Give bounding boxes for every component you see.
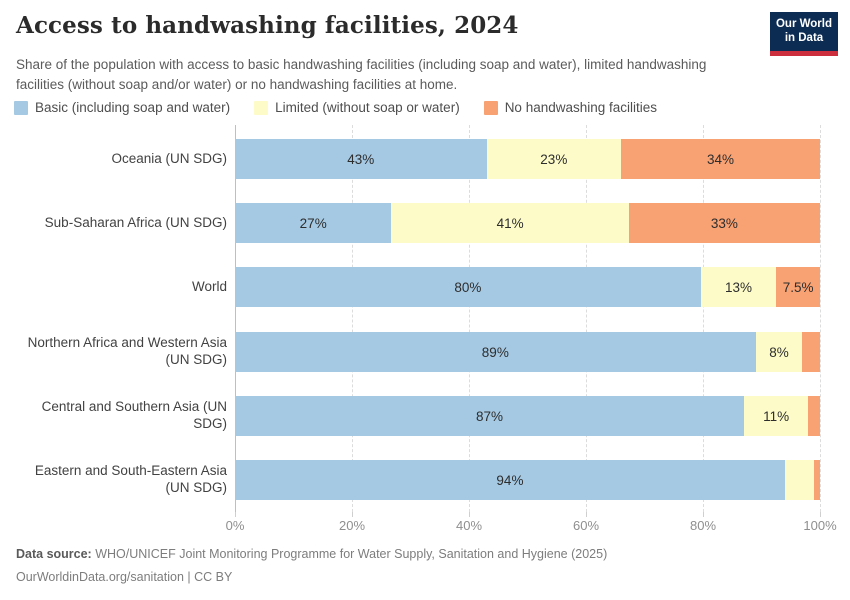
bar-segment[interactable]: 8% [755,332,803,372]
bar-row: 94% [235,460,820,500]
legend-swatch-icon [14,100,28,115]
x-tick-label: 60% [572,518,600,533]
bar-row: 43% 23% 34% [235,139,820,179]
legend-swatch-icon [483,100,498,115]
owid-logo[interactable]: Our World in Data [770,12,838,56]
axis-tick [820,512,821,517]
row-label[interactable]: World [191,278,227,294]
row-label[interactable]: Oceania (UN SDG) [111,150,227,166]
bar-value-label: 11% [763,408,790,424]
bar-value-label: 7.5% [782,279,814,295]
bar-segment[interactable]: 11% [743,396,809,436]
bar-row: 89% 8% [235,332,820,372]
gridline [352,125,353,512]
bar-row: 87% 11% [235,396,820,436]
bar-value-label: 8% [769,344,789,360]
bar-value-label: 80% [454,279,482,295]
stacked-bar-chart: 0% 20% 40% 60% 80% 100% Oceania (UN SDG) 43% 23%… [0,125,850,535]
bar-value-label: 34% [707,151,735,167]
bar-row: 80% 13% 7.5% [235,267,820,307]
legend-label: No handwashing facilities [504,100,658,115]
axis-tick [352,512,353,517]
y-axis-line [235,125,236,512]
bar-value-label: 27% [299,215,327,231]
bar-value-label: 13% [724,279,752,295]
bar-row: 27% 41% 33% [235,203,820,243]
owid-logo-box: Our World in Data [770,12,838,51]
bar-segment[interactable] [814,460,820,500]
row-label[interactable]: Central and Southern Asia (UN SDG) [41,399,227,431]
bar-segment[interactable]: 34% [621,139,820,179]
x-tick-label: 80% [689,518,717,533]
row-label[interactable]: Northern Africa and Western Asia (UN SDG… [27,335,227,367]
bar-segment[interactable]: 27% [235,203,392,243]
legend-item-2[interactable]: Limited (without soap or water) [254,100,460,115]
attribution-line[interactable]: OurWorldinData.org/sanitation | CC BY [16,570,233,585]
chart-footer: Data source: WHO/UNICEF Joint Monitoring… [16,543,607,589]
owid-logo-stripe [770,50,838,56]
gridline [469,125,470,512]
bar-value-label: 41% [496,215,524,231]
bar-value-label: 33% [710,215,738,231]
x-tick-label: 40% [455,518,483,533]
datasource-line: Data source: WHO/UNICEF Joint Monitoring… [16,543,607,566]
legend-item-1[interactable]: Basic (including soap and water) [14,100,230,115]
bar-segment[interactable] [808,396,820,436]
bar-value-label: 43% [347,151,375,167]
owid-logo-line2: in Data [784,31,824,44]
page-title: Access to handwashing facilities, 2024 [16,12,519,39]
x-tick-label: 20% [338,518,366,533]
legend-swatch-icon [254,100,269,115]
axis-tick [703,512,704,517]
bar-segment[interactable] [802,332,820,372]
axis-tick [235,512,236,517]
bar-segment[interactable]: 89% [235,332,756,372]
gridline [820,125,821,512]
gridline [586,125,587,512]
bar-segment[interactable]: 80% [235,267,701,307]
bar-segment[interactable]: 41% [391,203,629,243]
chart-subtitle: Share of the population with access to b… [16,57,707,93]
bar-value-label: 23% [540,151,568,167]
bar-segment[interactable]: 7.5% [776,267,820,307]
row-label[interactable]: Eastern and South-Eastern Asia (UN SDG) [34,463,227,495]
bar-segment[interactable]: 33% [628,203,820,243]
bar-segment[interactable]: 23% [486,139,622,179]
legend-label: Limited (without soap or water) [275,100,460,115]
bar-segment[interactable]: 87% [235,396,744,436]
legend: Basic (including soap and water) Limited … [14,100,681,115]
axis-tick [469,512,470,517]
row-label[interactable]: Sub-Saharan Africa (UN SDG) [44,214,227,230]
datasource-label: Data source: [16,547,92,561]
bar-segment[interactable]: 13% [700,267,777,307]
x-tick-label: 100% [803,518,837,533]
gridline [703,125,704,512]
owid-logo-line1: Our World [775,18,832,30]
x-tick-label: 0% [225,518,245,533]
axis-tick [586,512,587,517]
bar-value-label: 94% [496,472,524,488]
bar-segment[interactable]: 94% [235,460,785,500]
bar-segment[interactable]: 43% [235,139,487,179]
bar-value-label: 87% [475,408,503,424]
legend-label: Basic (including soap and water) [35,100,231,115]
legend-item-3[interactable]: No handwashing facilities [483,100,658,115]
bar-segment[interactable] [784,460,815,500]
datasource-text: WHO/UNICEF Joint Monitoring Programme fo… [95,547,608,561]
bar-value-label: 89% [481,344,509,360]
